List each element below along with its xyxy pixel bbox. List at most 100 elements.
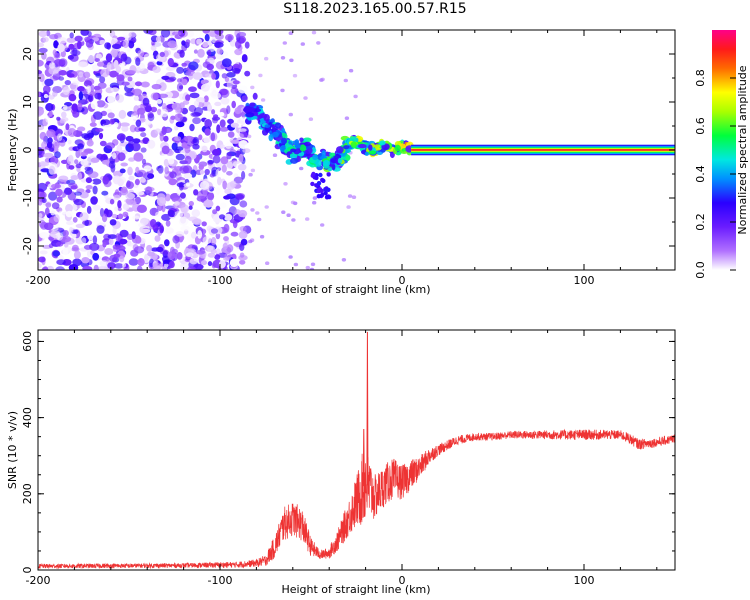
noise-cell	[156, 197, 167, 206]
noise-cell	[222, 242, 228, 250]
noise-cell	[223, 236, 229, 242]
figure-title: S118.2023.165.00.57.R15	[283, 1, 467, 17]
noise-cell	[166, 128, 171, 133]
noise-cell	[320, 77, 325, 82]
noise-cell	[215, 248, 221, 254]
noise-cell	[81, 151, 88, 156]
noise-cell	[38, 213, 43, 219]
noise-cell	[188, 61, 199, 71]
noise-cell	[163, 135, 169, 142]
noise-cell	[211, 73, 217, 80]
noise-cell	[168, 261, 175, 269]
noise-cell	[185, 70, 196, 77]
noise-cell	[96, 153, 104, 160]
track-cell	[319, 188, 324, 194]
track-cell	[368, 144, 373, 151]
noise-cell	[312, 196, 318, 200]
noise-cell	[226, 152, 232, 160]
noise-cell	[204, 119, 212, 129]
noise-cell	[214, 41, 224, 48]
noise-cell	[85, 177, 92, 184]
noise-cell	[65, 204, 73, 213]
noise-cell	[112, 244, 121, 250]
noise-cell	[214, 101, 222, 107]
noise-cell	[214, 254, 221, 260]
noise-cell	[221, 58, 232, 68]
noise-cell	[101, 190, 109, 196]
noise-cell	[159, 225, 164, 234]
noise-cell	[93, 111, 103, 120]
noise-cell	[117, 213, 124, 220]
noise-cell	[239, 200, 248, 208]
noise-cell	[220, 144, 225, 149]
track-cell	[263, 114, 270, 122]
noise-cell	[207, 191, 215, 201]
noise-cell	[180, 225, 190, 232]
noise-cell	[78, 61, 88, 68]
noise-cell	[38, 107, 45, 116]
noise-cell	[92, 204, 101, 211]
noise-cell	[38, 182, 48, 192]
noise-cell	[167, 40, 177, 48]
noise-cell	[69, 226, 74, 233]
noise-cell	[86, 205, 92, 214]
noise-cell	[70, 175, 79, 181]
noise-cell	[171, 102, 182, 111]
noise-cell	[135, 191, 145, 196]
track-cell	[281, 137, 287, 145]
noise-cell	[293, 262, 299, 267]
noise-cell	[223, 223, 230, 233]
noise-cell	[42, 37, 49, 43]
track-cell	[325, 194, 330, 199]
colorbar-tick-label: 0.6	[694, 117, 707, 135]
noise-cell	[184, 145, 191, 154]
noise-cell	[108, 238, 114, 246]
noise-cell	[175, 146, 184, 151]
noise-cell	[216, 187, 221, 196]
noise-cell	[128, 157, 136, 162]
noise-cell	[174, 201, 180, 206]
noise-cell	[38, 73, 45, 83]
x-tick-label: -100	[208, 574, 233, 587]
noise-cell	[122, 203, 130, 211]
noise-cell	[96, 100, 106, 108]
noise-cell	[235, 194, 245, 201]
noise-cell	[230, 139, 240, 144]
noise-cell	[165, 66, 176, 71]
noise-cell	[238, 140, 249, 149]
noise-cell	[147, 251, 156, 257]
noise-cell	[218, 112, 225, 117]
noise-cell	[201, 221, 207, 227]
noise-cell	[43, 222, 54, 231]
noise-cell	[120, 186, 128, 194]
noise-cell	[57, 133, 63, 141]
track-cell	[314, 175, 319, 181]
noise-cell	[69, 32, 74, 39]
noise-cell	[72, 244, 79, 251]
noise-cell	[92, 185, 98, 195]
noise-cell	[134, 81, 143, 87]
y-tick-label: -10	[21, 189, 34, 207]
track-cell	[318, 172, 323, 178]
noise-cell	[192, 218, 202, 226]
noise-cell	[168, 158, 175, 165]
noise-cell	[79, 212, 89, 222]
noise-cell	[188, 248, 196, 254]
noise-cell	[119, 238, 128, 245]
noise-cell	[220, 88, 230, 98]
noise-cell	[288, 112, 293, 117]
track-cell	[326, 172, 331, 177]
noise-cell	[159, 51, 165, 58]
colorbar-ticks: 0.0 0.2 0.4 0.6 0.8	[694, 69, 736, 279]
track-cell	[358, 143, 367, 149]
noise-cell	[234, 48, 243, 56]
noise-cell	[250, 208, 255, 212]
noise-cell	[241, 54, 248, 63]
noise-cell	[67, 128, 77, 137]
track-cell	[268, 134, 274, 142]
noise-cell	[154, 235, 161, 242]
noise-cell	[220, 156, 229, 165]
noise-cell	[82, 265, 93, 270]
track-cell	[320, 192, 325, 198]
